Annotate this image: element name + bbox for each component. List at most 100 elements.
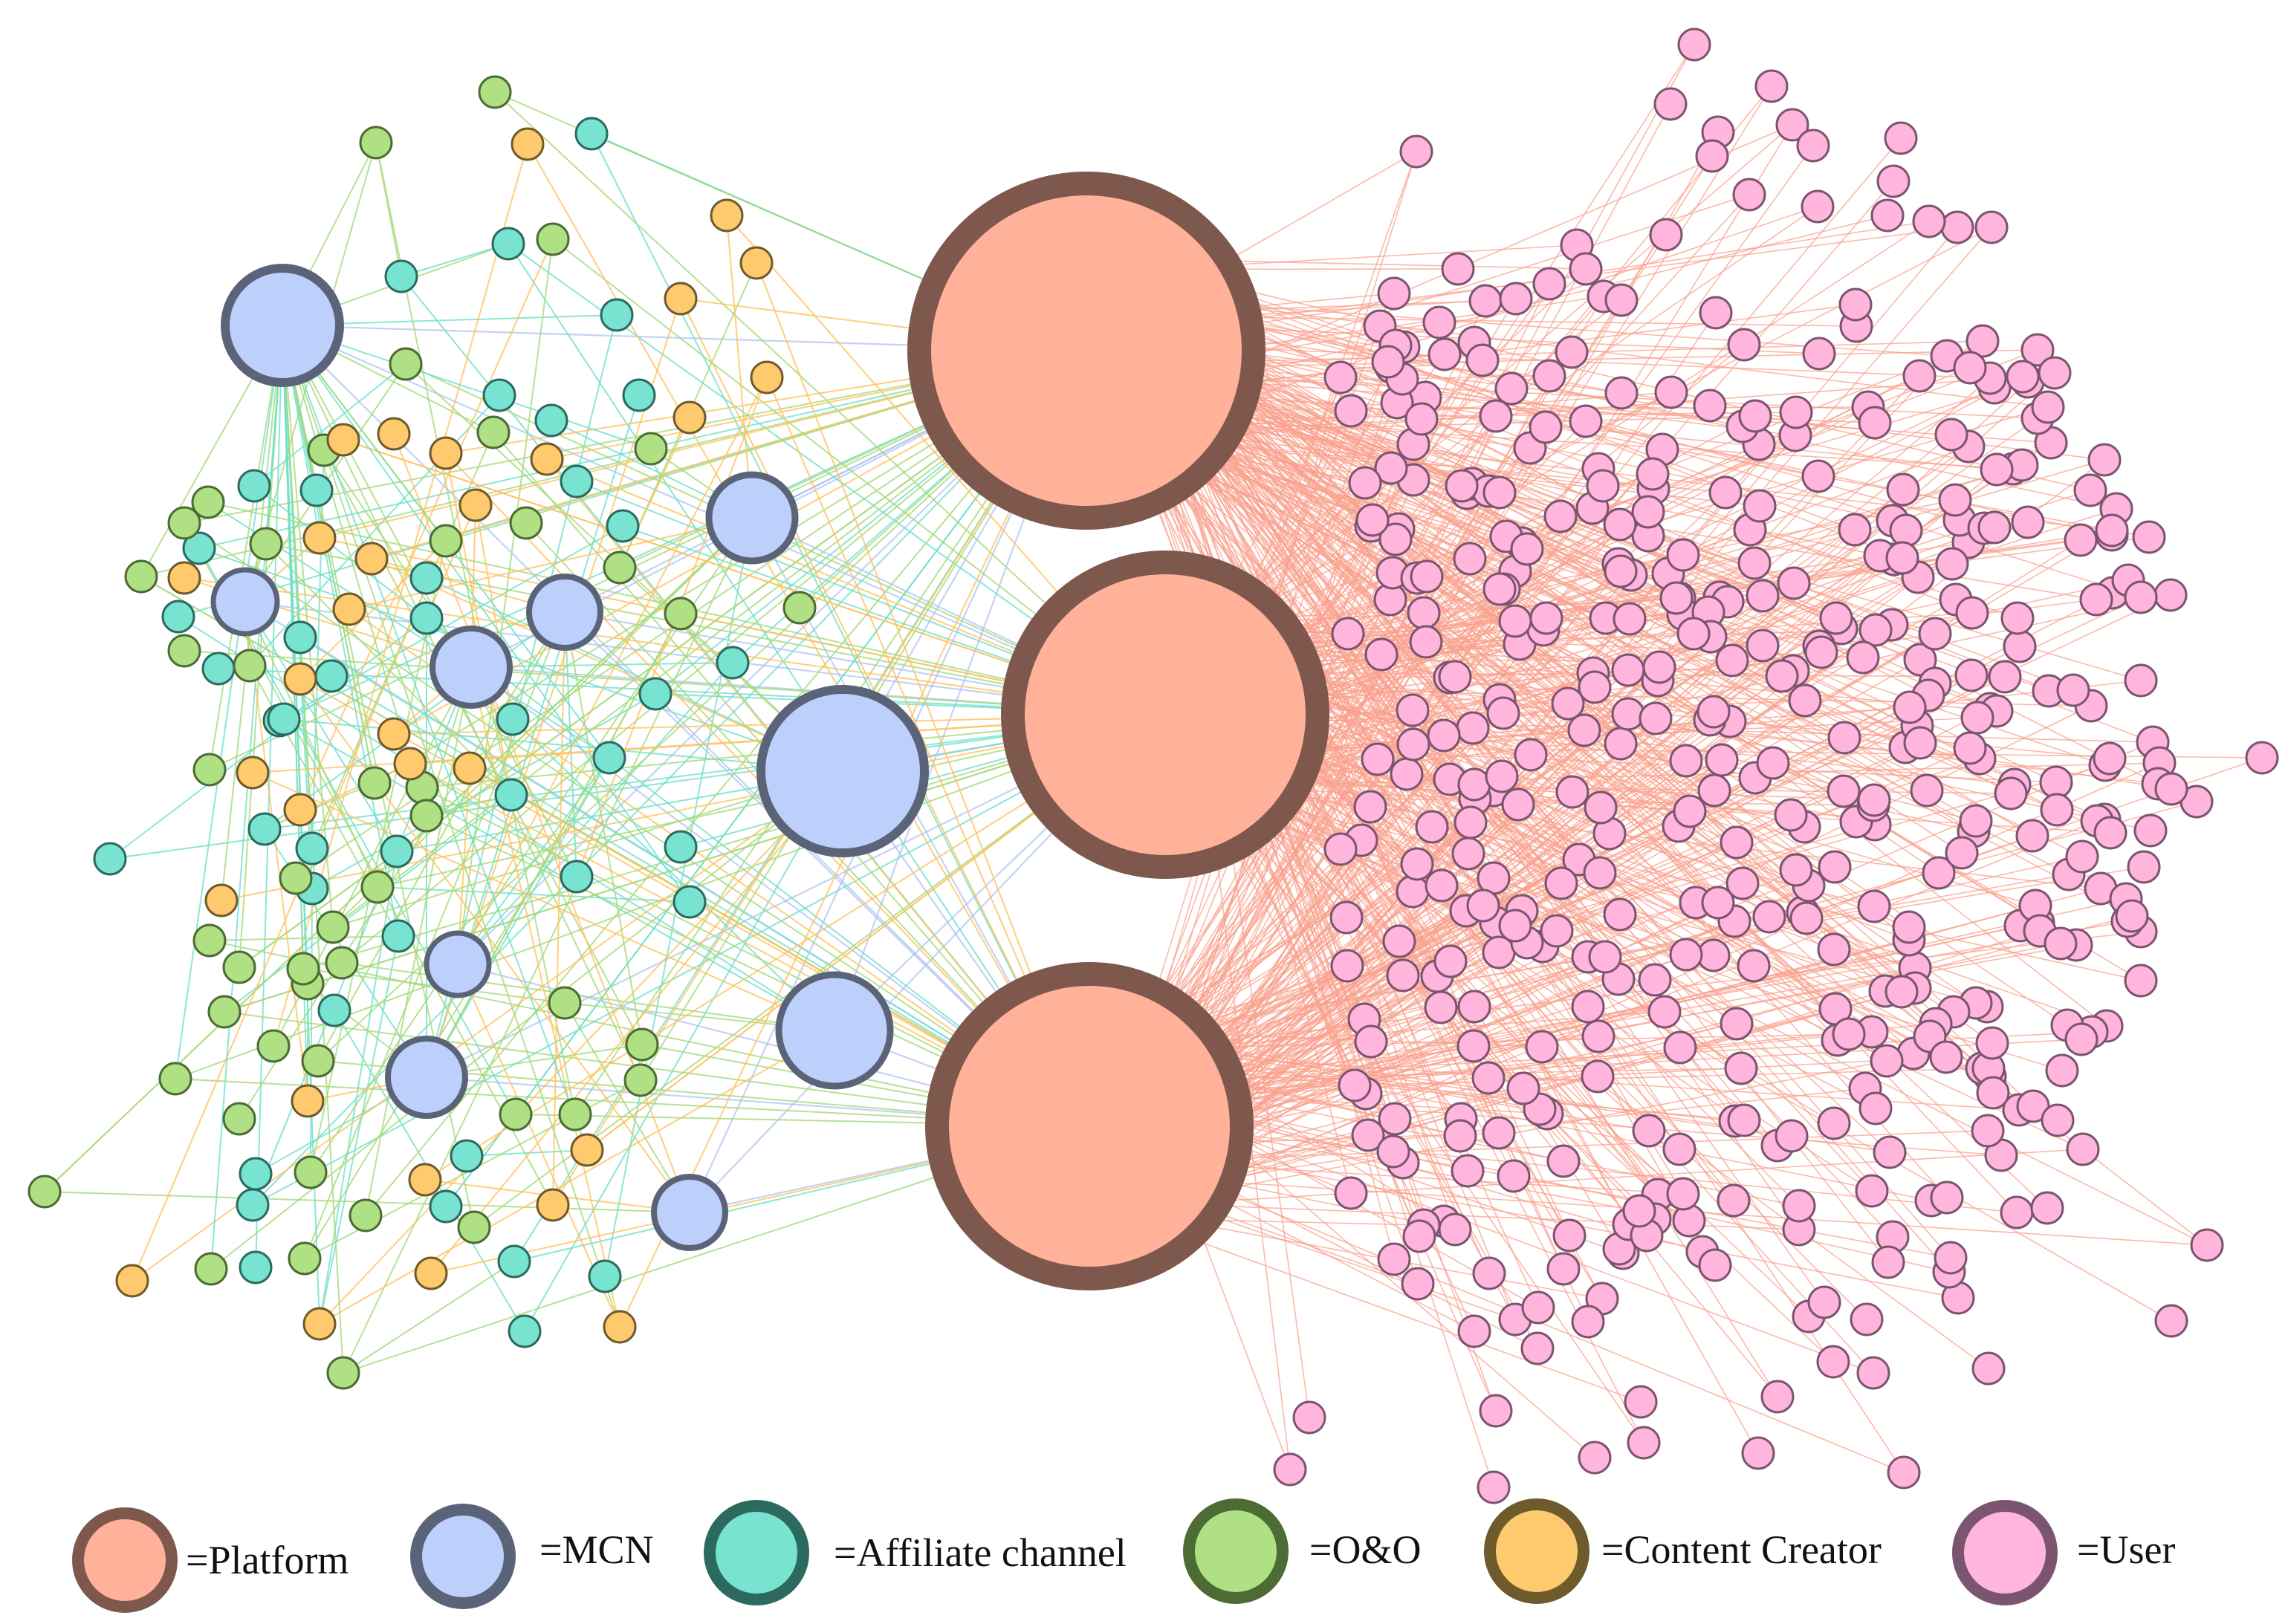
user-node	[1377, 1242, 1411, 1276]
affiliate-node	[494, 778, 528, 812]
user-node	[1885, 541, 1919, 575]
user-node	[2093, 816, 2127, 850]
user-node	[1604, 283, 1639, 317]
edge-mcn-members	[175, 325, 283, 1079]
edge-user-platform	[1130, 362, 2077, 946]
user-node	[1940, 210, 1974, 244]
user-node	[1409, 625, 1443, 659]
user-node	[2015, 819, 2049, 853]
edge-creator	[319, 770, 843, 1325]
oo-node	[191, 485, 225, 519]
user-node	[1555, 335, 1589, 369]
oo-node	[27, 1175, 62, 1209]
legend-item-platform: =Platform	[72, 1507, 349, 1613]
user-node	[1479, 1394, 1513, 1428]
edge-affiliate	[401, 243, 509, 277]
affiliate-node	[384, 259, 418, 293]
affiliate-node	[182, 531, 216, 565]
user-node	[1520, 1331, 1555, 1365]
user-node	[1871, 1245, 1905, 1279]
user-node	[1330, 949, 1364, 983]
edge-creator	[426, 504, 476, 619]
user-node	[1971, 1114, 2005, 1148]
user-node	[2124, 964, 2158, 998]
user-node	[1540, 914, 1574, 948]
creator-node	[530, 442, 564, 476]
edge-affiliate	[310, 888, 313, 1173]
user-node	[1451, 837, 1485, 871]
mcn-node	[430, 626, 513, 709]
edge-oo	[244, 601, 378, 888]
mcn-node	[756, 685, 929, 857]
user-node	[1693, 389, 1727, 423]
affiliate-node	[496, 702, 530, 736]
nodes-layer	[27, 27, 2279, 1504]
user-node	[2154, 1304, 2188, 1338]
user-node	[1415, 810, 1449, 844]
user-node	[2065, 839, 2099, 874]
edge-mcn-platform	[282, 325, 1090, 1127]
user-node	[1510, 532, 1544, 566]
user-node	[1551, 686, 1585, 721]
user-node	[1873, 1135, 1907, 1169]
user-node	[1477, 1470, 1511, 1504]
oo-node	[167, 506, 201, 540]
user-node	[1636, 457, 1670, 491]
legend-swatch-oo	[1183, 1498, 1289, 1604]
edge-user-platform	[1133, 801, 2197, 1087]
affiliate-node	[239, 1250, 273, 1284]
oo-node	[625, 1027, 659, 1062]
edge-affiliate	[109, 714, 1166, 860]
edge-affiliate	[244, 601, 398, 852]
user-node	[1471, 1061, 1506, 1095]
user-node	[1532, 267, 1566, 301]
edge-creator	[319, 1030, 835, 1325]
edge-user-platform	[1209, 387, 1995, 766]
creator-node	[673, 400, 707, 435]
oo-node	[457, 1210, 491, 1244]
user-node	[1497, 1159, 1531, 1193]
edge-affiliate	[252, 714, 1166, 1206]
affiliate-node	[236, 1188, 270, 1222]
user-node	[1457, 1314, 1491, 1348]
user-node	[1611, 697, 1645, 731]
user-node	[1581, 1059, 1615, 1094]
user-node	[1603, 507, 1637, 542]
creator-node	[332, 592, 366, 626]
user-node	[1856, 1356, 1890, 1390]
user-node	[1529, 601, 1563, 635]
edge-user-platform	[1209, 687, 2092, 707]
user-node	[1378, 522, 1413, 556]
user-node	[1965, 324, 2000, 358]
user-node	[1953, 351, 1987, 385]
oo-node	[664, 597, 698, 631]
edge-mcn-members	[282, 325, 577, 877]
creator-node	[326, 423, 360, 457]
user-node	[1855, 1174, 1889, 1208]
user-node	[1378, 1102, 1412, 1136]
edge-user-platform	[1130, 388, 1745, 1121]
user-node	[1427, 337, 1462, 371]
oo-node	[294, 1155, 328, 1189]
legend-label-affiliate: =Affiliate channel	[834, 1530, 1127, 1575]
user-node	[1903, 643, 1937, 677]
user-node	[1698, 1248, 1732, 1282]
user-node	[1850, 1302, 1884, 1336]
user-node	[1701, 886, 1735, 920]
user-node	[1552, 1218, 1587, 1253]
user-node	[1653, 87, 1688, 121]
user-node	[1938, 483, 1972, 517]
user-node	[1457, 990, 1491, 1024]
creator-node	[408, 1163, 442, 1197]
user-node	[1456, 1029, 1491, 1063]
user-node	[1514, 738, 1548, 772]
creator-node	[302, 1307, 337, 1341]
oo-node	[782, 591, 817, 625]
user-node	[1662, 1132, 1696, 1166]
edge-creator	[470, 666, 620, 1328]
edge-affiliate	[512, 718, 835, 1031]
affiliate-node	[497, 1244, 531, 1279]
user-node	[1396, 693, 1430, 727]
user-node	[1727, 1103, 1761, 1137]
edge-user-platform	[1133, 574, 1632, 1094]
